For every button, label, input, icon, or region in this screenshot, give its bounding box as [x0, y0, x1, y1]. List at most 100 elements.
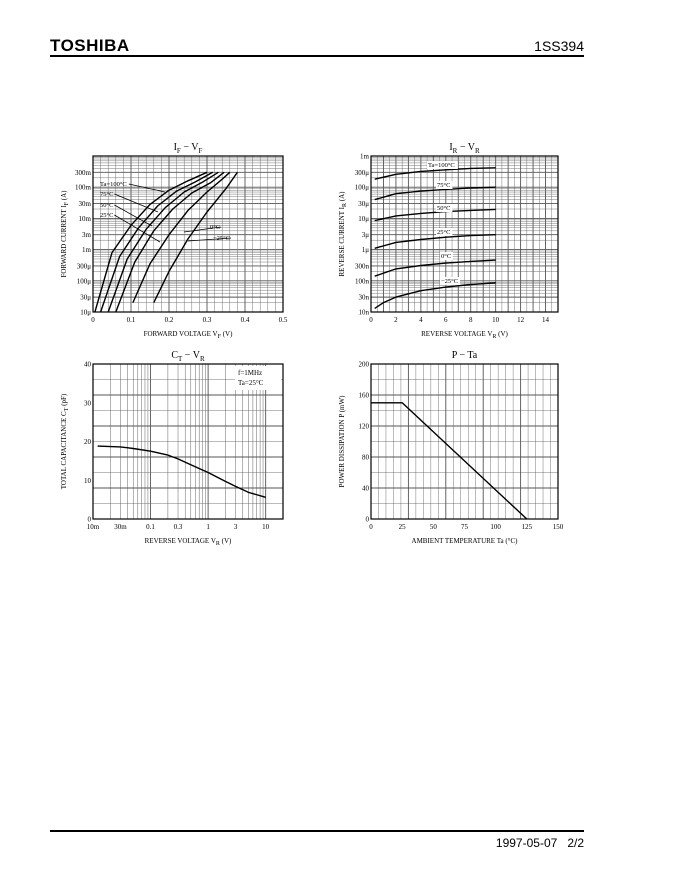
- x-tick-label: 12: [517, 316, 525, 324]
- y-tick-label: 40: [362, 485, 370, 493]
- x-tick-label: 0: [369, 316, 373, 324]
- y-tick-label: 0: [88, 516, 92, 524]
- x-tick-label: 0.5: [279, 316, 288, 324]
- y-tick-label: 10μ: [80, 309, 91, 317]
- x-tick-label: 4: [419, 316, 423, 324]
- series-label: 50°C: [100, 202, 113, 209]
- annotation-text: Ta=25°C: [238, 379, 264, 387]
- y-tick-label: 30m: [79, 200, 92, 208]
- label-bg: [436, 181, 453, 189]
- header-rule: [50, 55, 584, 57]
- leader-line: [187, 237, 232, 242]
- chart-title: IF − VF: [174, 142, 203, 155]
- annotation-box: [235, 366, 281, 390]
- y-axis-label: POWER DISSIPATION P (mW): [338, 395, 346, 488]
- y-tick-label: 30μ: [80, 294, 91, 302]
- y-tick-label: 300n: [355, 262, 370, 270]
- y-tick-label: 10m: [79, 215, 92, 223]
- x-tick-label: 0.1: [146, 523, 155, 531]
- y-tick-label: 30n: [359, 294, 370, 302]
- plot-frame: [370, 155, 559, 313]
- series-line: [374, 186, 496, 201]
- y-tick-label: 10μ: [358, 215, 369, 223]
- y-axis-label: TOTAL CAPACITANCE CT (pF): [60, 393, 70, 489]
- series-label: Ta=100°C: [428, 162, 455, 169]
- footer-rule: [50, 830, 584, 832]
- y-tick-label: 10: [84, 477, 92, 485]
- x-axis-label: REVERSE VOLTAGE VR (V): [145, 537, 232, 547]
- x-tick-label: 10m: [87, 523, 100, 531]
- label-bg: [436, 204, 453, 212]
- x-tick-label: 8: [469, 316, 473, 324]
- footer-date-page: 1997-05-07 2/2: [496, 836, 584, 850]
- y-tick-label: 100n: [355, 277, 370, 285]
- y-tick-label: 30μ: [358, 200, 369, 208]
- x-tick-label: 25: [399, 523, 407, 531]
- y-tick-label: 100μ: [77, 277, 92, 285]
- footer-page: 2/2: [567, 836, 584, 850]
- leader-line: [114, 204, 153, 227]
- series-label: 75°C: [437, 182, 450, 189]
- x-tick-label: 1: [206, 523, 210, 531]
- series-label: Ta=100°C: [100, 181, 127, 188]
- plot-frame: [370, 363, 559, 520]
- x-tick-label: 150: [553, 523, 564, 531]
- series-line: [374, 282, 496, 309]
- x-axis-label: FORWARD VOLTAGE VF (V): [144, 330, 233, 340]
- series-line: [371, 402, 528, 520]
- footer-date: 1997-05-07: [495, 836, 558, 850]
- y-tick-label: 3m: [82, 231, 92, 239]
- chart-title: IR − VR: [449, 142, 480, 155]
- x-axis-label: AMBIENT TEMPERATURE Ta (°C): [412, 537, 519, 545]
- series-label: 25°C: [437, 229, 450, 236]
- y-tick-label: 200: [359, 361, 370, 369]
- y-tick-label: 0: [366, 516, 370, 524]
- series-line: [97, 445, 266, 498]
- leader-line: [114, 214, 161, 243]
- label-bg: [440, 252, 453, 260]
- x-tick-label: 0: [91, 316, 95, 324]
- grid: [370, 363, 559, 520]
- x-tick-label: 0.3: [174, 523, 183, 531]
- x-tick-label: 0: [369, 523, 373, 531]
- series-line: [374, 259, 496, 277]
- y-tick-label: 30: [84, 399, 92, 407]
- x-tick-label: 10: [262, 523, 270, 531]
- chart-title: P − Ta: [452, 350, 478, 361]
- series-line: [99, 171, 214, 313]
- y-tick-label: 1m: [82, 246, 92, 254]
- x-tick-label: 125: [522, 523, 533, 531]
- series-line: [94, 171, 208, 313]
- x-tick-label: 30m: [114, 523, 127, 531]
- series-line: [153, 171, 238, 303]
- y-tick-label: 1μ: [362, 246, 370, 254]
- brand-logo: TOSHIBA: [50, 36, 130, 55]
- grid: [370, 155, 559, 313]
- series-line: [107, 171, 219, 313]
- series-label: 75°C: [100, 191, 113, 198]
- y-tick-label: 100μ: [355, 184, 370, 192]
- series-label: 25°C: [100, 212, 113, 219]
- x-tick-label: 6: [444, 316, 448, 324]
- y-axis-label: FORWARD CURRENT IF (A): [60, 190, 70, 278]
- annotation-text: f=1MHz: [238, 369, 262, 377]
- x-tick-label: 75: [461, 523, 469, 531]
- label-bg: [427, 161, 458, 169]
- series-line: [115, 171, 225, 313]
- plot-frame: [92, 155, 284, 313]
- y-tick-label: 300μ: [77, 262, 92, 270]
- x-tick-label: 50: [430, 523, 438, 531]
- part-number: 1SS394: [534, 38, 584, 54]
- y-tick-label: 80: [362, 454, 370, 462]
- x-tick-label: 2: [394, 316, 398, 324]
- label-bg: [440, 277, 460, 285]
- leader-line: [128, 183, 166, 193]
- x-tick-label: 3: [234, 523, 238, 531]
- x-axis-label: REVERSE VOLTAGE VR (V): [421, 330, 508, 340]
- series-label: −25°C: [441, 278, 458, 285]
- series-line: [374, 234, 496, 249]
